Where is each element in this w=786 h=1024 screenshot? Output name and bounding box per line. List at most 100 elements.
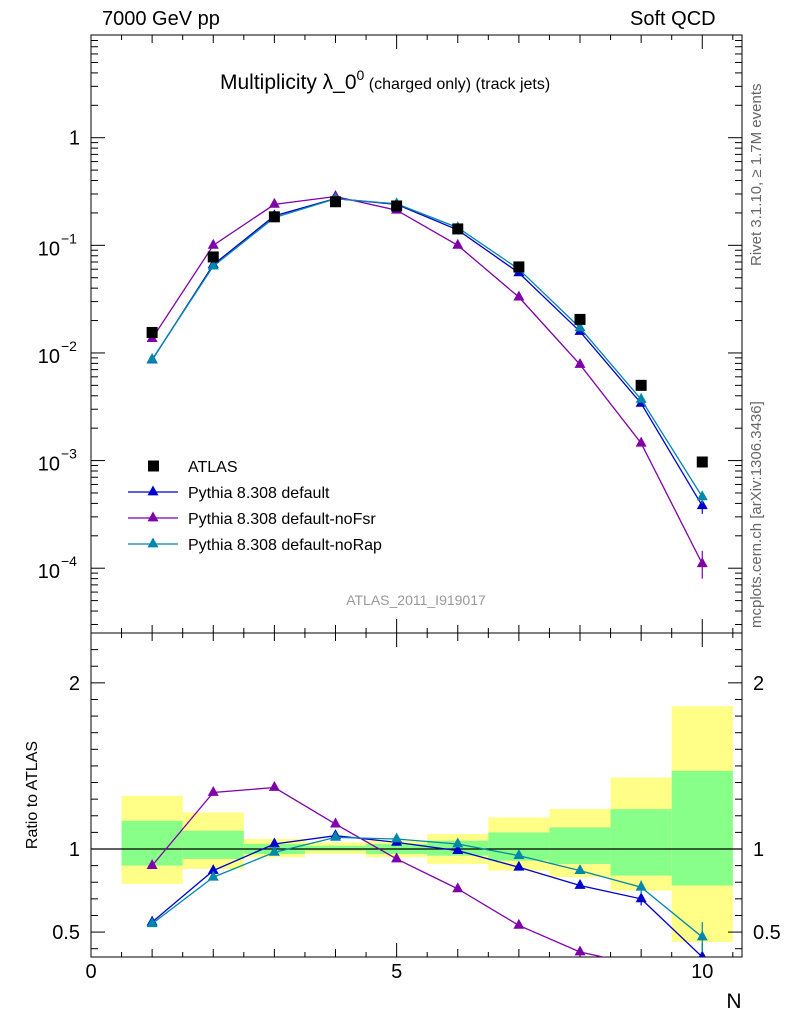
legend-marker (147, 485, 159, 496)
ratio-data-point (574, 879, 586, 889)
ratio-y-tick-label: 2 (69, 673, 80, 695)
series-line (151, 197, 703, 507)
data-point (330, 196, 342, 208)
ratio-data-point (574, 864, 586, 874)
ratio-panel-frame (90, 632, 743, 958)
ratio-data-point (146, 917, 158, 928)
series-line (151, 195, 703, 565)
svg-text:−1: −1 (61, 230, 77, 246)
ratio-data-point (207, 785, 219, 796)
ratio-data-point (268, 837, 280, 848)
svg-text:10: 10 (38, 238, 60, 260)
legend-item: Pythia 8.308 default-noRap (128, 537, 382, 554)
legend-item: Pythia 8.308 default-noFsr (128, 511, 376, 528)
ratio-series-1 (146, 780, 606, 957)
header-right-label: Soft QCD (630, 8, 716, 30)
svg-text:10: 10 (38, 346, 60, 368)
ratio-data-point (452, 882, 464, 893)
ratio-data-point (391, 852, 403, 863)
header-left-label: 7000 GeV pp (102, 8, 220, 30)
ratio-data-point (574, 945, 586, 956)
legend: ATLAS Pythia 8.308 default Pythia 8.308 de… (128, 459, 382, 554)
ratio-band-green (304, 845, 367, 851)
data-point (207, 259, 219, 270)
ratio-y-tick-label: 1 (753, 839, 764, 861)
data-point (635, 379, 647, 391)
ratio-series-line (151, 836, 703, 938)
x-tick-label: 10 (691, 961, 713, 983)
ratio-series-line (151, 835, 703, 957)
data-point (574, 358, 586, 368)
series-line (151, 198, 703, 498)
ratio-band-green (121, 820, 183, 866)
main-y-axis-ticks (91, 34, 742, 625)
ratio-series-line (151, 786, 606, 957)
ratio-uncertainty-bands (121, 706, 733, 943)
ratio-band-green (671, 770, 733, 886)
series-atlas (146, 196, 708, 468)
ratio-y-axis-label: Ratio to ATLAS (24, 741, 41, 849)
series-3 (146, 192, 708, 504)
ratio-data-point (330, 817, 342, 828)
legend-label: Pythia 8.308 default (188, 485, 330, 502)
x-tick-label: 5 (391, 961, 402, 983)
y-tick-label: 10 −2 (38, 338, 77, 368)
svg-text:−2: −2 (61, 338, 77, 354)
chart-title: Multiplicity λ_00 (charged only) (track … (220, 67, 550, 94)
ratio-data-point (146, 859, 158, 869)
ratio-y-tick-label: 2 (753, 673, 764, 695)
ratio-data-point (513, 849, 525, 860)
svg-text:10: 10 (38, 454, 60, 476)
data-point (268, 197, 280, 208)
y-tick-label: 10 −4 (38, 553, 77, 583)
ratio-data-point (391, 832, 403, 843)
data-point (696, 456, 708, 468)
legend-label: ATLAS (188, 459, 238, 476)
data-point (146, 326, 158, 338)
ratio-band-green (549, 827, 611, 864)
series-2 (146, 190, 708, 579)
legend-marker (147, 537, 159, 548)
ratio-band-green (182, 830, 244, 859)
data-point (268, 211, 280, 223)
data-point (513, 290, 525, 301)
svg-text:10: 10 (38, 561, 60, 583)
data-point (146, 352, 158, 363)
data-point (452, 223, 464, 235)
ratio-data-point (268, 845, 280, 856)
data-point (574, 313, 586, 325)
ratio-y-axis-ticks (91, 649, 742, 950)
svg-text:−3: −3 (61, 446, 77, 462)
data-point (635, 392, 647, 403)
legend-item: ATLAS (148, 459, 238, 476)
legend-item: Pythia 8.308 default (128, 485, 330, 502)
ratio-data-point (207, 864, 219, 874)
data-point (207, 251, 219, 263)
y-tick-label: 10 −3 (38, 446, 77, 476)
svg-text:−4: −4 (61, 553, 77, 569)
ratio-data-point (268, 780, 280, 791)
data-point (452, 238, 464, 249)
x-tick-label: 0 (85, 961, 96, 983)
data-point (391, 200, 403, 212)
data-point (513, 261, 525, 273)
data-point (635, 436, 647, 447)
ratio-data-point (207, 870, 219, 881)
ratio-data-point (452, 837, 464, 848)
data-point (696, 490, 708, 501)
ratio-y-tick-label: 1 (69, 839, 80, 861)
ratio-band-green (610, 809, 672, 876)
data-point (574, 321, 586, 332)
legend-marker (148, 460, 159, 472)
legend-label: Pythia 8.308 default-noRap (188, 537, 382, 554)
y-tick-label: 10 −1 (38, 230, 77, 260)
ratio-y-tick-label: 0.5 (753, 922, 781, 944)
x-axis-label: N (726, 990, 741, 1013)
data-point (696, 499, 708, 510)
ratio-y-tick-label: 0.5 (52, 922, 80, 944)
legend-marker (147, 511, 159, 522)
ratio-data-point (513, 918, 525, 929)
ratio-data-point (452, 844, 464, 855)
ratio-data-point (330, 830, 342, 841)
